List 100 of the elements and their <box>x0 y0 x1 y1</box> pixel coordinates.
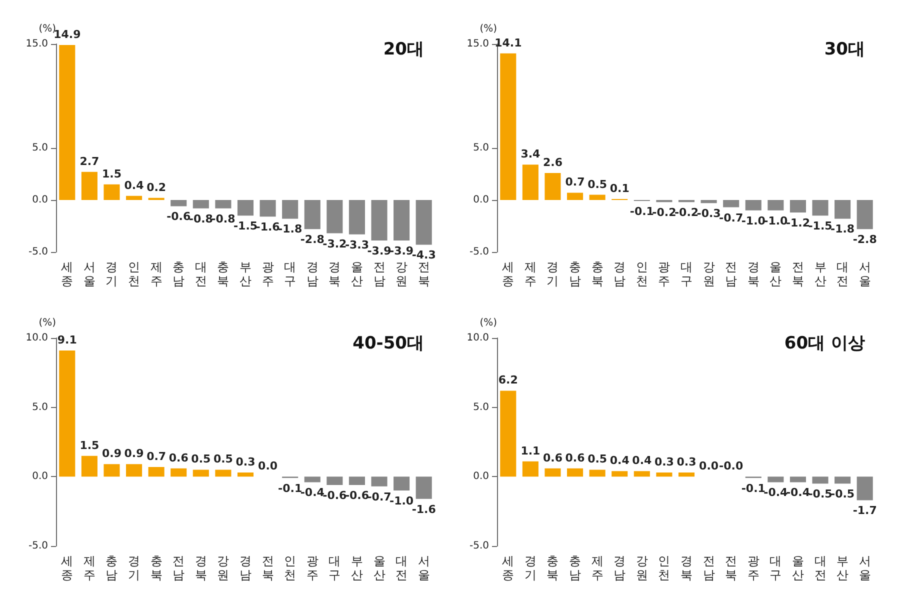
y-tick-label: -5.0 <box>469 246 489 258</box>
data-label: 0.7 <box>565 176 585 189</box>
x-tick-label: 강원 <box>636 554 648 582</box>
x-tick-label: 인천 <box>658 554 670 582</box>
data-label: 0.6 <box>565 451 586 464</box>
data-label: 2.7 <box>80 154 100 168</box>
x-tick-label: 인천 <box>128 260 140 288</box>
x-tick-label: 경남 <box>240 554 252 582</box>
data-label: -1.6 <box>412 502 436 516</box>
x-tick-label: 광주 <box>658 260 670 288</box>
data-label: 0.3 <box>654 456 674 469</box>
data-label: -0.7 <box>367 490 392 504</box>
data-label: 0.1 <box>610 182 630 195</box>
x-tick-label: 대구 <box>284 260 296 288</box>
x-tick-label: 전북 <box>418 260 430 288</box>
bar <box>59 45 76 200</box>
y-axis-title: (%) <box>38 24 56 34</box>
bar <box>394 200 410 241</box>
x-tick-label: 전북 <box>792 260 804 288</box>
data-label: -3.9 <box>367 244 392 258</box>
bar <box>768 476 784 482</box>
data-label: -0.7 <box>719 211 744 224</box>
x-tick-label: 경남 <box>614 554 626 582</box>
bar <box>500 53 516 200</box>
y-axis-title: (%) <box>480 24 498 34</box>
x-tick-label: 충북 <box>217 260 230 288</box>
data-label: -0.6 <box>166 210 191 224</box>
bar <box>304 200 320 230</box>
bar <box>237 472 254 477</box>
y-tick-label: 15.0 <box>26 38 48 50</box>
data-label: 1.5 <box>80 438 100 452</box>
bar <box>81 172 98 200</box>
bar <box>544 468 561 477</box>
y-axis-title: (%) <box>38 318 56 328</box>
x-tick-label: 대전 <box>814 554 826 582</box>
data-label: 0.4 <box>124 178 144 192</box>
data-label: 0.3 <box>236 456 256 469</box>
x-tick-label: 서울 <box>858 554 871 582</box>
data-label: -0.4 <box>300 486 325 500</box>
y-tick-label: 10.0 <box>466 332 489 344</box>
bar <box>215 470 232 477</box>
data-label: 1.5 <box>102 167 122 180</box>
x-tick-label: 전남 <box>172 554 185 582</box>
x-tick-label: 대구 <box>680 260 692 288</box>
x-tick-label: 전남 <box>725 260 738 288</box>
bar <box>834 476 851 484</box>
x-tick-label: 광주 <box>306 554 318 582</box>
bar <box>282 200 298 219</box>
data-label: -3.9 <box>390 244 414 258</box>
data-label: 3.4 <box>520 148 541 161</box>
x-tick-label: 울산 <box>373 554 386 582</box>
x-tick-label: 충남 <box>172 260 185 288</box>
bar <box>700 200 717 204</box>
x-tick-label: 부산 <box>836 554 849 582</box>
chart-title: 30대 <box>824 40 866 60</box>
data-label: 0.0 <box>699 460 719 473</box>
bar <box>326 200 343 234</box>
y-tick-label: 5.0 <box>32 142 48 154</box>
x-tick-label: 세종 <box>61 554 74 582</box>
data-label: -2.8 <box>852 233 877 246</box>
x-tick-label: 충남 <box>106 554 118 582</box>
x-tick-label: 세종 <box>502 260 514 288</box>
x-tick-label: 전북 <box>262 554 274 582</box>
x-tick-label: 서울 <box>83 260 96 288</box>
chart-title: 60대 이상 <box>784 334 865 354</box>
x-tick-label: 경북 <box>194 554 207 582</box>
y-axis-title: (%) <box>480 318 498 328</box>
x-tick-label: 전북 <box>725 554 738 582</box>
bar <box>348 200 365 234</box>
x-tick-label: 부산 <box>350 554 363 582</box>
x-tick-label: 충남 <box>569 260 582 288</box>
bar <box>768 200 784 210</box>
x-tick-label: 제주 <box>83 554 96 582</box>
x-tick-label: 경북 <box>328 260 341 288</box>
data-label: -0.3 <box>696 207 721 220</box>
data-label: 0.5 <box>588 178 608 191</box>
bar <box>500 390 516 477</box>
y-tick-label: 0.0 <box>32 194 48 206</box>
x-tick-label: 충북 <box>591 260 604 288</box>
x-tick-label: 서울 <box>418 554 430 582</box>
bar <box>856 476 873 500</box>
x-tick-label: 경남 <box>614 260 626 288</box>
bar <box>126 464 142 477</box>
data-label: 0.5 <box>588 452 608 466</box>
data-label: -0.6 <box>322 488 348 502</box>
x-tick-label: 강원 <box>702 260 715 288</box>
bar <box>170 200 187 206</box>
bar <box>612 471 628 477</box>
data-label: -0.5 <box>830 488 855 501</box>
data-label: 9.1 <box>57 333 77 346</box>
data-label: -0.8 <box>211 212 236 226</box>
data-label: -1.6 <box>256 220 280 234</box>
y-tick-label: 0.0 <box>32 471 48 482</box>
bar <box>260 200 276 217</box>
data-label: -0.5 <box>808 488 832 501</box>
bar <box>192 200 209 208</box>
bar <box>126 196 142 200</box>
x-tick-label: 전남 <box>373 260 386 288</box>
bar <box>237 200 254 216</box>
x-tick-label: 대전 <box>194 260 207 288</box>
